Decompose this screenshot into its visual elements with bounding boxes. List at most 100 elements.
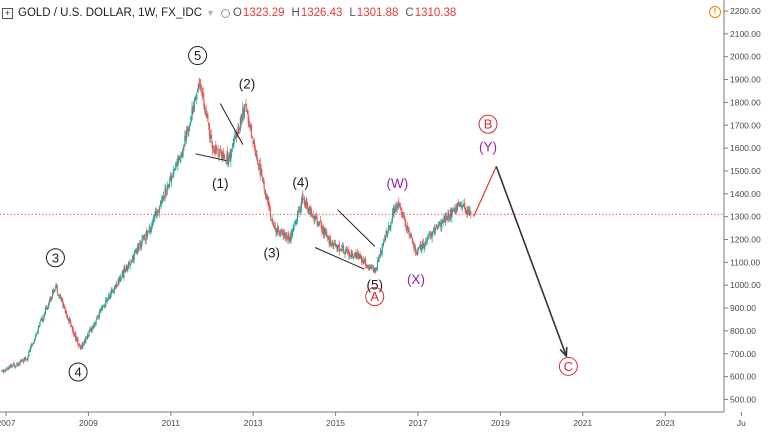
candle-body: [268, 200, 270, 208]
candle-body: [135, 250, 138, 253]
candle-body: [458, 203, 460, 205]
candle-body: [411, 237, 413, 242]
candle-body: [3, 370, 5, 372]
circle-icon: [220, 8, 230, 18]
candle-body: [315, 216, 317, 218]
candle-body: [436, 225, 438, 228]
candle-body: [63, 306, 66, 309]
candle-body: [390, 222, 392, 228]
candle-body: [453, 209, 455, 211]
candle-body: [375, 269, 377, 272]
candle-body: [62, 300, 64, 306]
candle-body: [150, 228, 152, 232]
candle-body: [201, 92, 203, 94]
candle-body: [132, 255, 134, 262]
candle-body: [362, 259, 364, 264]
candle-body: [151, 223, 154, 227]
price-tick-label: 1100.00: [730, 257, 760, 267]
candle-body: [178, 155, 180, 161]
candle-body: [6, 368, 8, 370]
candle-body: [23, 358, 25, 362]
candle-body: [328, 237, 330, 244]
candle-body: [318, 221, 321, 223]
candle-body: [273, 226, 276, 228]
candle-body: [351, 250, 353, 257]
open-value: O1323.29: [232, 7, 285, 19]
candle-body: [241, 117, 243, 124]
candle-body: [136, 246, 138, 254]
candle-body: [360, 256, 363, 262]
candle-body: [401, 212, 403, 218]
candle-body: [246, 106, 248, 109]
wave-label: (Y): [479, 139, 497, 154]
candle-body: [37, 328, 39, 332]
candle-body: [128, 262, 131, 265]
candle-body: [182, 147, 184, 151]
candle-body: [286, 238, 288, 240]
candle-body: [174, 167, 176, 170]
candle-body: [314, 215, 316, 222]
wave-label: (X): [407, 272, 425, 287]
candle-body: [304, 204, 306, 207]
candle-body: [255, 155, 257, 157]
candle-body: [15, 366, 17, 367]
candle-body: [369, 266, 371, 270]
candle-body: [125, 265, 127, 272]
candle-body: [93, 325, 95, 329]
candle-body: [235, 132, 237, 134]
candle-body: [260, 170, 262, 175]
close-value: C1310.38: [405, 7, 457, 19]
candle-body: [140, 240, 142, 248]
candle-body: [330, 239, 332, 247]
candle-body: [223, 155, 226, 159]
candle-body: [203, 98, 205, 107]
candle-body: [441, 220, 444, 224]
candle-body: [454, 210, 456, 212]
candle-body: [372, 266, 375, 272]
wave-label: 3: [52, 250, 59, 265]
candle-body: [465, 211, 467, 213]
candle-body: [151, 226, 153, 229]
candle-body: [353, 256, 355, 257]
candle-body: [287, 234, 289, 239]
candle-body: [79, 344, 81, 349]
candle-body: [34, 337, 36, 341]
candle-body: [265, 194, 268, 200]
candle-body: [33, 340, 35, 342]
candle-body: [25, 357, 27, 360]
candle-body: [67, 318, 70, 322]
candle-body: [309, 206, 311, 214]
candle-body: [199, 84, 201, 86]
candle-body: [244, 104, 246, 106]
candle-body: [469, 211, 471, 215]
price-tick-label: 1800.00: [730, 97, 761, 107]
candle-body: [378, 257, 380, 262]
candle-body: [371, 265, 373, 269]
wave-label-circle: [45, 248, 65, 268]
candle-body: [219, 149, 221, 156]
candle-body: [215, 147, 218, 150]
price-tick-label: 900.00: [730, 303, 756, 313]
candle-body: [194, 97, 196, 99]
candle-body: [59, 295, 62, 300]
candle-body: [84, 340, 86, 342]
candle-body: [313, 216, 315, 221]
chevron-down-icon[interactable]: ▼: [206, 8, 215, 18]
candle-body: [81, 345, 83, 349]
candle-body: [144, 239, 146, 241]
candle-body: [386, 231, 388, 234]
candle-body: [92, 326, 94, 329]
candle-body: [303, 199, 306, 205]
candle-body: [160, 201, 162, 207]
plus-box-icon[interactable]: +: [2, 7, 13, 19]
candle-body: [317, 223, 319, 226]
candle-body: [88, 330, 90, 336]
candle-body: [444, 214, 447, 222]
symbol-title[interactable]: GOLD / U.S. DOLLAR, 1W, FX_IDC: [18, 7, 203, 19]
price-tick-label: 2200.00: [730, 6, 761, 16]
candle-body: [219, 148, 222, 151]
candle-body: [78, 345, 81, 346]
alert-icon[interactable]: !: [709, 6, 721, 18]
candle-body: [213, 149, 215, 151]
